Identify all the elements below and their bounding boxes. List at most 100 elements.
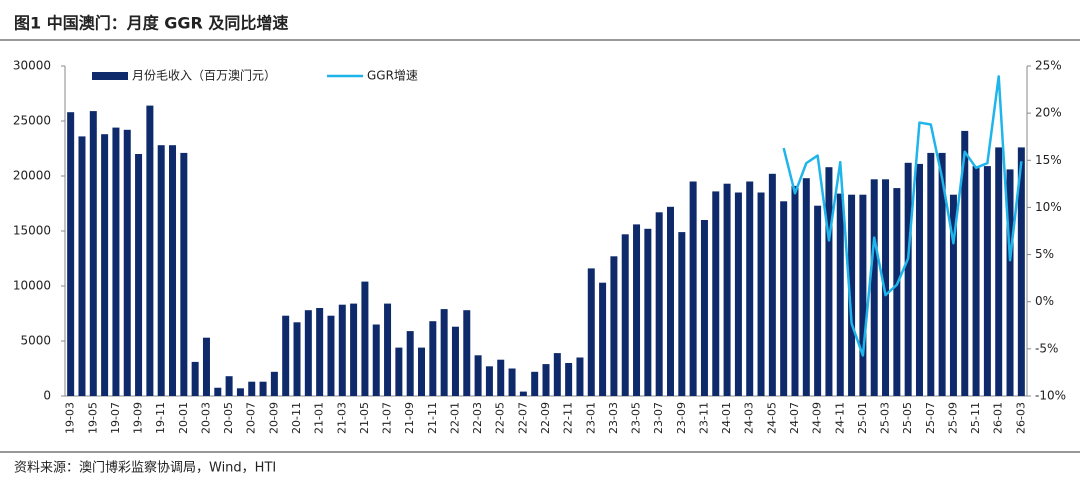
bar [180,152,188,396]
bar [361,281,369,396]
x-tick-label: 23-11 [697,402,710,434]
bar [983,166,991,396]
bar [451,326,459,396]
x-tick-label: 26-03 [1014,402,1027,434]
y-tick-label: 10000 [13,279,51,293]
bar [576,357,584,396]
bar [101,134,109,396]
bar [191,361,199,396]
bar [531,371,539,396]
bar [802,178,810,396]
bar [406,331,414,396]
x-tick-label: 20-03 [199,402,212,434]
bar [859,194,867,396]
bar [814,205,822,396]
bar [123,129,131,397]
bar [440,309,448,396]
bar [350,303,358,396]
x-tick-label: 23-05 [630,402,643,434]
x-tick-label: 21-03 [335,402,348,434]
bar [157,145,165,396]
bar [1006,169,1014,396]
bar [621,234,629,396]
x-tick-label: 19-11 [154,402,167,434]
bar [915,163,923,396]
x-tick-label: 25-01 [856,402,869,434]
x-tick-label: 20-09 [267,402,280,434]
bar [316,308,324,396]
bar [938,152,946,396]
bar [553,353,561,396]
x-tick-label: 24-07 [788,402,801,434]
x-tick-label: 24-05 [765,402,778,434]
x-tick-label: 22-05 [494,402,507,434]
chart-title: 图1 中国澳门：月度 GGR 及同比增速 [14,14,288,33]
bar [565,363,573,396]
legend-swatch [92,72,128,80]
bar [882,179,890,396]
x-tick-label: 25-11 [969,402,982,434]
x-tick-label: 22-01 [448,402,461,434]
bar [746,181,754,396]
bar [734,192,742,396]
bar [644,228,652,396]
bar [927,152,935,396]
bar [338,304,346,396]
bar [169,145,177,396]
bar [678,232,686,396]
bar [768,173,776,396]
bar [293,322,301,396]
bar [135,154,143,396]
bar [497,359,505,396]
bar [463,310,471,396]
x-tick-label: 21-09 [403,402,416,434]
bar [485,366,493,396]
x-tick-label: 23-07 [652,402,665,434]
x-tick-label: 20-01 [177,402,190,434]
y-tick-label: 25000 [13,114,51,128]
y2-tick-label: 15% [1035,153,1062,167]
bar [270,371,278,396]
x-tick-label: 19-05 [86,402,99,434]
y2-tick-label: -10% [1035,389,1066,403]
x-tick-label: 20-11 [290,402,303,434]
y2-tick-label: 10% [1035,200,1062,214]
bar [904,162,912,396]
bar [304,310,312,396]
x-tick-label: 21-05 [358,402,371,434]
bar [542,364,550,396]
bar [372,324,380,396]
x-tick-label: 21-11 [426,402,439,434]
x-tick-label: 25-03 [879,402,892,434]
bar [995,147,1003,396]
source-note: 资料来源：澳门博彩监察协调局，Wind，HTI [14,460,276,476]
bar [78,136,86,396]
bar [236,388,244,396]
bar [689,181,697,396]
y-tick-label: 30000 [13,59,51,73]
bar [633,224,641,396]
x-tick-label: 19-07 [109,402,122,434]
bar [202,337,210,396]
y2-tick-label: 20% [1035,106,1062,120]
x-tick-label: 24-09 [811,402,824,434]
bar [146,105,154,396]
bar [519,391,527,396]
bar [961,130,969,396]
x-tick-label: 25-05 [901,402,914,434]
x-tick-label: 19-09 [132,402,145,434]
bar [825,167,833,396]
legend-label: 月份毛收入（百万澳门元） [132,68,276,83]
y2-tick-label: 5% [1035,247,1054,261]
x-tick-label: 22-11 [562,402,575,434]
bar [723,183,731,396]
bar [112,127,120,396]
bar [214,387,222,396]
x-tick-label: 25-07 [924,402,937,434]
y2-tick-label: -5% [1035,341,1058,355]
bar [893,188,901,396]
bar [418,347,426,396]
bar [327,315,335,396]
x-tick-label: 24-01 [720,402,733,434]
